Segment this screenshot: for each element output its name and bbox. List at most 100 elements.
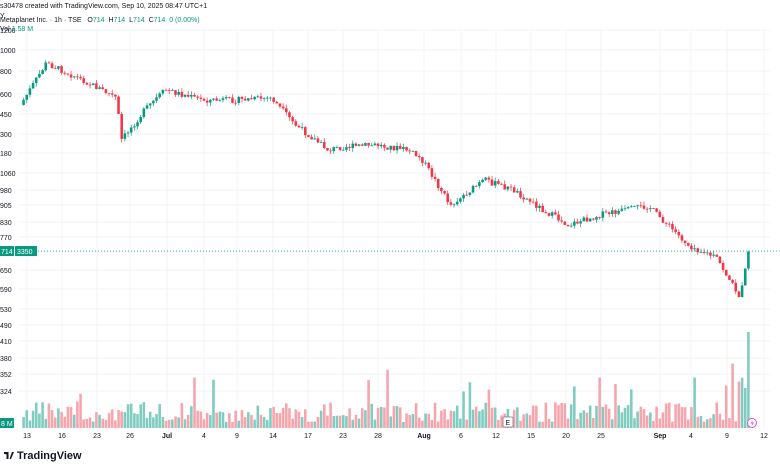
volume-bar (174, 416, 177, 428)
candle-body (743, 268, 747, 286)
candle-body (414, 150, 418, 157)
volume-bar (525, 413, 529, 428)
candle-body (60, 66, 63, 73)
volume-bar (107, 412, 111, 428)
volume-axis-tag-text: 8 M (1, 421, 13, 428)
volume-bar (595, 405, 598, 428)
candle-body (285, 108, 288, 113)
volume-bar (218, 411, 222, 428)
candle-body (53, 67, 57, 69)
volume-bar (449, 410, 453, 428)
volume-bar (408, 414, 412, 428)
volume-bar (354, 414, 358, 428)
volume-bar (392, 406, 396, 428)
candle-body (281, 106, 285, 109)
y-tick-label: 180 (0, 151, 12, 158)
candle-body (702, 252, 706, 253)
candle-body (626, 207, 630, 209)
candle-body (101, 87, 104, 90)
volume-bar (414, 403, 418, 428)
y-tick-label: 770 (0, 235, 12, 242)
volume-bar (668, 402, 671, 428)
candle-body (737, 291, 741, 298)
candle-body (604, 211, 608, 213)
candle-body (411, 150, 415, 152)
candle-body (395, 145, 399, 151)
candle-body (69, 74, 73, 78)
candle-body (34, 77, 38, 83)
volume-bar (563, 403, 567, 428)
candle-body (519, 191, 522, 198)
volume-bar (285, 403, 288, 428)
candle-body (110, 93, 114, 95)
candle-body (709, 252, 712, 256)
candle-body (696, 248, 700, 253)
candle-body (47, 62, 51, 64)
tradingview-logo-icon (4, 452, 14, 459)
volume-bar (611, 419, 614, 428)
volume-bar (304, 409, 307, 428)
candle-body (313, 138, 317, 140)
y-tick-label: 324 (0, 389, 12, 396)
candle-body (535, 201, 538, 208)
x-tick-label: 23 (339, 433, 347, 440)
volume-bar (357, 418, 361, 428)
volume-bar (123, 412, 127, 428)
candle-body (471, 185, 475, 193)
volume-bar (215, 412, 218, 428)
volume-tag-box (15, 246, 37, 256)
candle-body (310, 136, 313, 140)
candle-body (307, 135, 310, 137)
candle-body (497, 181, 500, 184)
volume-bar (411, 414, 415, 428)
volume-bar (316, 416, 320, 428)
volume-bar (25, 410, 29, 428)
candle-body (421, 157, 424, 163)
candle-body (152, 100, 155, 104)
volume-bar (481, 409, 484, 428)
volume-bar (193, 377, 196, 428)
candle-body (649, 208, 652, 210)
volume-bar (436, 421, 440, 428)
y-tick-label: 905 (0, 203, 12, 210)
candle-body (269, 97, 272, 99)
volume-bar (228, 413, 231, 428)
volume-bar (310, 421, 313, 428)
volume-bar (686, 419, 690, 428)
x-tick-label: 25 (597, 433, 605, 440)
candle-body (44, 62, 48, 71)
candle-body (686, 243, 690, 246)
candle-body (636, 205, 639, 207)
volume-bar (737, 381, 741, 428)
candle-body (117, 96, 120, 114)
volume-bar (288, 408, 291, 428)
volume-bar (158, 404, 161, 428)
volume-bar (452, 411, 456, 428)
candle-body (360, 144, 364, 146)
volume-bar (79, 393, 82, 428)
volume-bar (478, 411, 481, 428)
volume-bar (674, 404, 677, 428)
volume-bar (148, 411, 152, 428)
x-tick-label: 4 (689, 433, 693, 440)
candle-body (199, 97, 203, 99)
volume-bar (705, 419, 709, 428)
candle-body (557, 214, 560, 221)
volume-bar (702, 421, 706, 428)
candle-body (212, 98, 215, 100)
candle-body (278, 103, 282, 107)
candle-body (367, 143, 370, 146)
candle-body (516, 191, 519, 193)
volume-bar (291, 418, 294, 428)
candle-body (747, 251, 750, 269)
volume-bar (538, 421, 541, 428)
candle-body (364, 143, 367, 146)
candle-body (41, 70, 44, 74)
volume-bar (38, 413, 41, 428)
volume-bar (630, 389, 633, 428)
y-tick-label: 490 (0, 323, 12, 330)
y-tick-label: 300 (0, 132, 12, 139)
volume-bar (652, 420, 655, 428)
volume-bar (57, 408, 60, 428)
